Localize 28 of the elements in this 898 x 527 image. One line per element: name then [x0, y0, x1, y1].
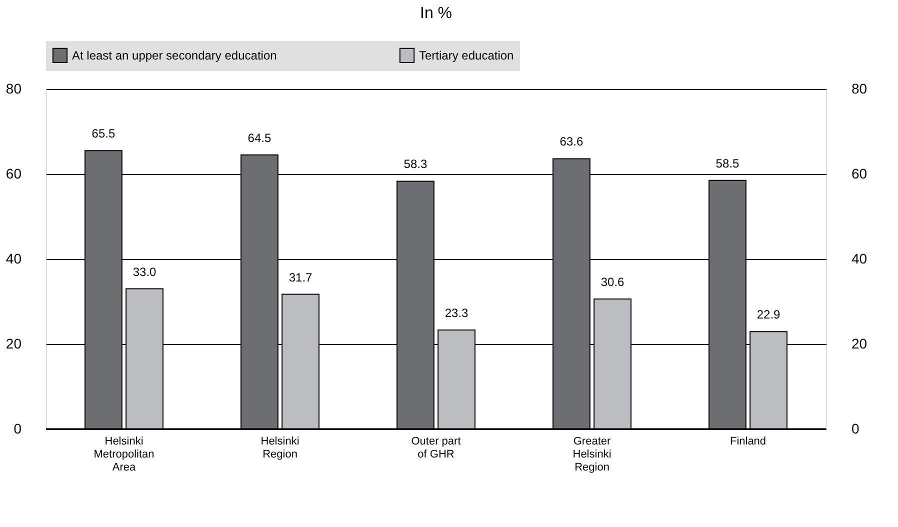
y2-tick-label: 0: [852, 420, 860, 436]
y-tick-label: 0: [14, 420, 22, 436]
data-label: 23.3: [444, 306, 469, 320]
x-tick-label: Finland: [730, 436, 766, 448]
data-label: 64.5: [248, 130, 272, 145]
y-tick-label: 80: [6, 80, 22, 96]
data-label: 22.9: [756, 308, 781, 322]
data-label: 65.5: [92, 126, 116, 141]
y2-tick-label: 80: [852, 80, 868, 96]
legend-label: At least an upper secondary education: [72, 48, 277, 62]
data-label: 63.6: [560, 134, 584, 149]
y2-tick-label: 40: [852, 250, 868, 266]
y2-tick-label: 60: [852, 166, 868, 182]
x-tick-label: Helsinki Metropolitan Area: [94, 436, 154, 474]
chart-title: In %: [420, 5, 452, 22]
y-tick-label: 60: [6, 166, 22, 182]
y2-tick-label: 20: [852, 336, 868, 352]
x-tick-label: Greater Helsinki Region: [572, 436, 612, 474]
y-tick-label: 40: [6, 250, 22, 266]
x-tick-label: Outer part of GHR: [411, 436, 461, 460]
legend-label: Tertiary education: [419, 48, 514, 62]
x-tick-label: Helsinki Region: [260, 436, 300, 460]
y-tick-label: 20: [6, 336, 22, 352]
data-label: 30.6: [600, 274, 625, 289]
data-label: 33.0: [132, 264, 157, 279]
data-label: 58.3: [404, 157, 428, 172]
data-label: 58.5: [716, 156, 740, 170]
data-label: 31.7: [288, 270, 313, 284]
